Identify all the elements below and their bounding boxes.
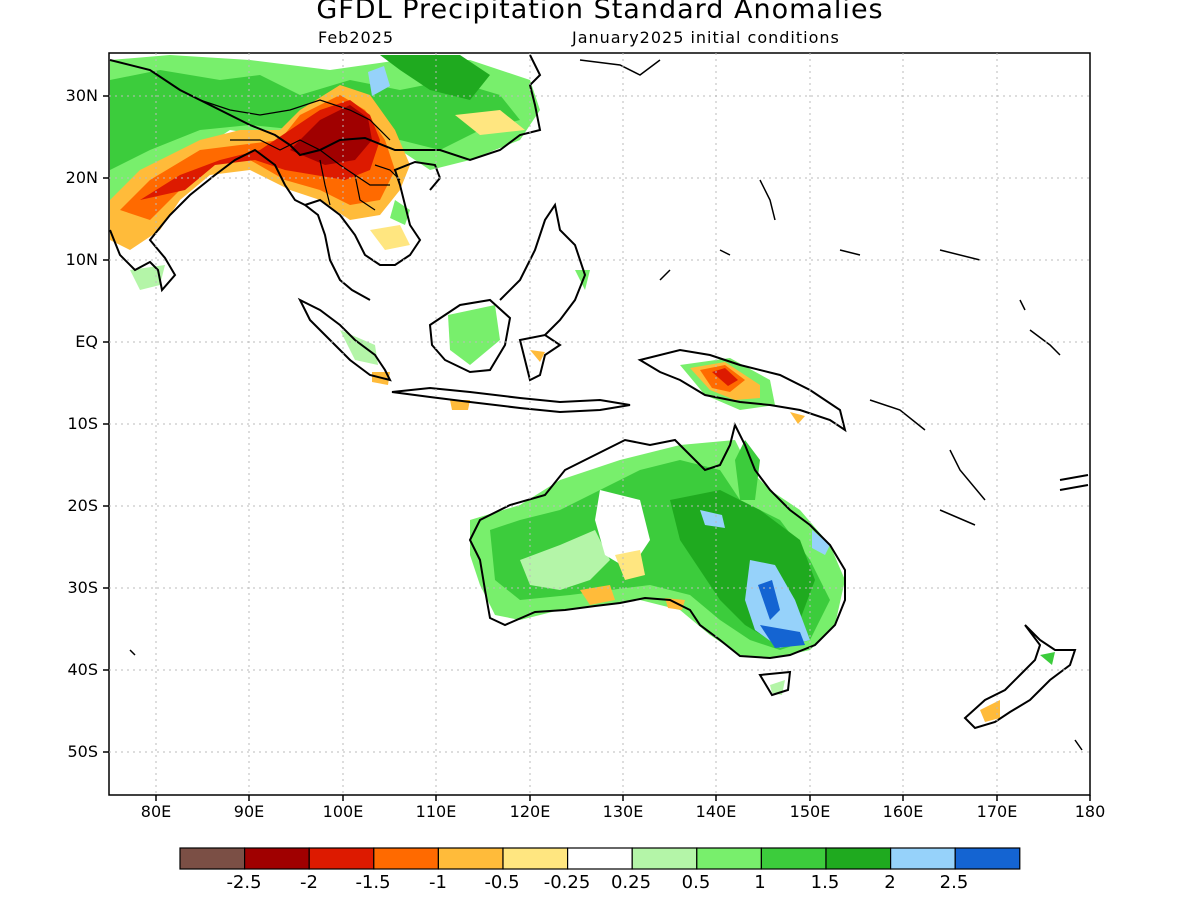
colorbar-tick-label: 0.25 <box>610 872 652 893</box>
colorbar-swatch <box>631 847 698 870</box>
colorbar-tick-label: 1 <box>754 872 766 893</box>
lat-lon-grid <box>109 53 1090 795</box>
map-title: GFDL Precipitation Standard Anomalies <box>316 0 884 25</box>
lat-label: 30S <box>67 578 98 597</box>
colorbar-tick-label: -2 <box>300 872 318 893</box>
colorbar-tick-label: -2.5 <box>226 872 262 893</box>
lat-label: 20S <box>67 496 98 515</box>
lat-label: 40S <box>67 660 98 679</box>
coastlines <box>109 54 1089 730</box>
lat-label: 10S <box>67 414 98 433</box>
colorbar-tick-label: 2 <box>884 872 896 893</box>
colorbar-tick-label: -1.5 <box>355 872 391 893</box>
colorbar-swatch <box>244 847 310 870</box>
colorbar-swatch <box>889 847 956 870</box>
lon-label: 130E <box>602 802 644 821</box>
colorbar-tick-label: -0.5 <box>484 872 520 893</box>
lon-label: 100E <box>322 802 364 821</box>
lat-label: 10N <box>65 250 98 269</box>
lon-label: 160E <box>882 802 924 821</box>
colorbar-swatch <box>566 847 633 870</box>
country-borders <box>199 99 401 211</box>
lon-label: 90E <box>233 802 265 821</box>
pacific-islands <box>129 59 1083 751</box>
forecast-month: Feb2025 <box>318 28 395 47</box>
anomaly-shading-asia <box>110 55 540 290</box>
colorbar-tick-label: -0.25 <box>543 872 591 893</box>
colorbar-swatch <box>308 847 375 870</box>
lon-label: 110E <box>415 802 457 821</box>
lon-label: 170E <box>976 802 1018 821</box>
anomaly-shading-new-zealand <box>980 652 1055 722</box>
colorbar-swatch <box>954 847 1021 870</box>
colorbar-tick-label: -1 <box>429 872 447 893</box>
colorbar-swatch <box>502 847 569 870</box>
colorbar <box>179 847 1021 870</box>
anomaly-shading-australia <box>470 440 845 695</box>
colorbar-swatch <box>825 847 892 870</box>
colorbar-swatch <box>437 847 504 870</box>
lat-label: 30N <box>65 86 98 105</box>
lat-label: 50S <box>67 742 98 761</box>
anomaly-shading-indonesia <box>340 270 590 410</box>
colorbar-swatch <box>373 847 439 870</box>
colorbar-tick-label: 2.5 <box>939 872 969 893</box>
lon-label: 120E <box>509 802 551 821</box>
axis-ticks <box>103 95 1091 801</box>
lon-label: 80E <box>140 802 172 821</box>
lon-label: 140E <box>695 802 737 821</box>
lon-label: 180 <box>1074 802 1106 821</box>
initial-conditions: January2025 initial conditions <box>572 28 840 47</box>
lon-label: 150E <box>789 802 831 821</box>
colorbar-tick-label: 1.5 <box>810 872 840 893</box>
colorbar-tick-label: 0.5 <box>681 872 711 893</box>
colorbar-swatch <box>760 847 827 870</box>
lat-label: 20N <box>65 168 98 187</box>
colorbar-swatch <box>179 847 246 870</box>
anomaly-shading-new-guinea <box>680 358 805 424</box>
colorbar-swatch <box>696 847 762 870</box>
lat-label: EQ <box>75 332 98 351</box>
